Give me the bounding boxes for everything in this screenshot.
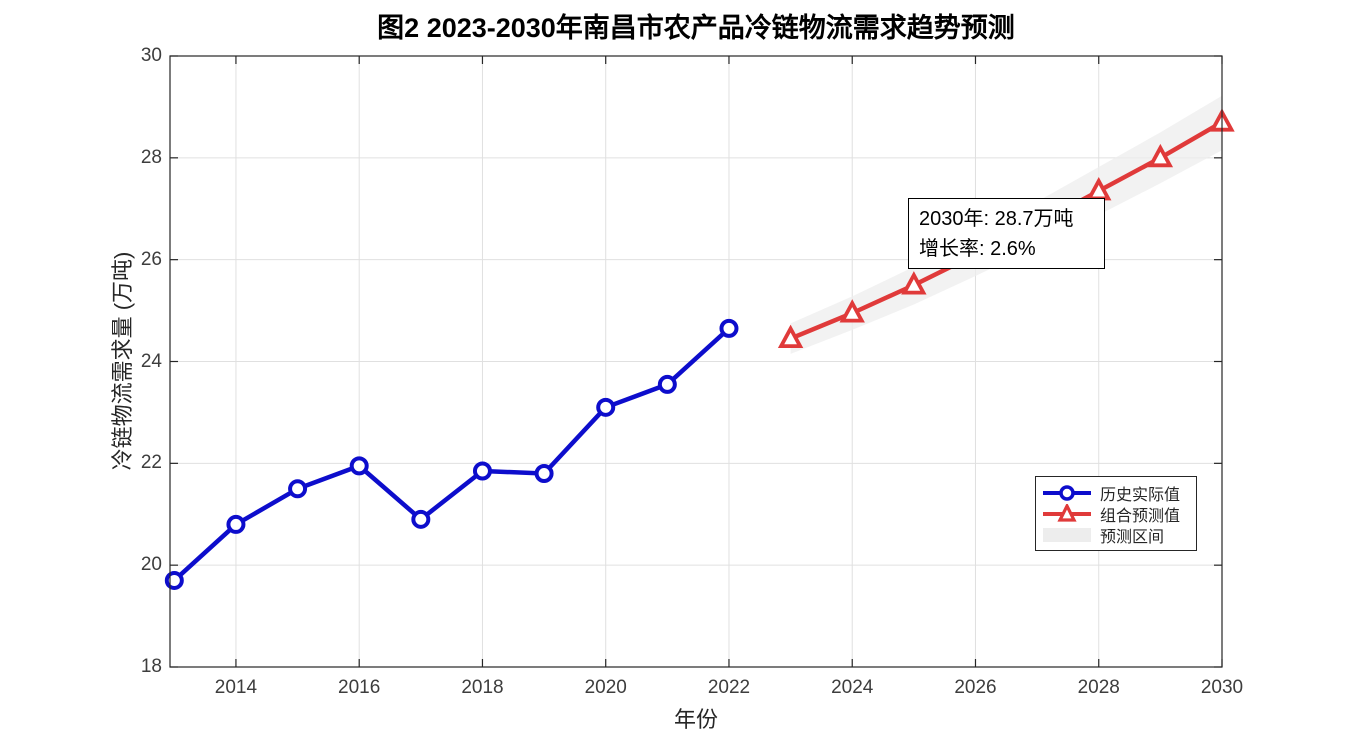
chart-title: 图2 2023-2030年南昌市农产品冷链物流需求趋势预测 — [377, 13, 1015, 43]
forecast-line-swatch-icon — [1043, 503, 1091, 522]
historical-point-marker — [534, 464, 554, 484]
x-axis-label: 年份 — [673, 707, 719, 732]
historical-point-marker — [472, 461, 492, 481]
x-tick-label: 2030 — [1200, 677, 1244, 698]
forecast-point-marker — [777, 324, 804, 348]
y-tick-label: 26 — [140, 248, 162, 270]
legend-item-forecast: 组合预测值 — [1043, 503, 1188, 525]
forecast-interval-swatch-icon — [1043, 527, 1091, 542]
y-axis-label: 冷链物流需求量 (万吨) — [110, 251, 135, 471]
x-tick-label: 2014 — [214, 677, 258, 698]
x-tick-label: 2022 — [707, 677, 751, 698]
x-tick-label: 2026 — [954, 677, 997, 698]
x-tick-label: 2024 — [831, 677, 874, 698]
forecast-point-marker — [901, 271, 927, 295]
historical-line — [172, 326, 731, 583]
annotation-box: 2030年: 28.7万吨 增长率: 2.6% — [908, 198, 1105, 269]
y-tick-label: 22 — [140, 452, 162, 474]
historical-line-swatch-icon — [1043, 484, 1091, 501]
historical-point-marker — [288, 479, 308, 499]
x-tick-label: 2016 — [338, 677, 381, 698]
legend-label-interval: 预测区间 — [1100, 528, 1165, 546]
legend-item-historical: 历史实际值 — [1043, 482, 1188, 504]
forecast-point-marker — [1147, 143, 1174, 168]
historical-point-marker — [719, 318, 739, 338]
legend-label-historical: 历史实际值 — [1100, 486, 1181, 504]
x-tick-label: 2020 — [584, 677, 627, 698]
y-tick-label: 28 — [140, 146, 162, 168]
historical-point-marker — [657, 374, 677, 394]
legend-item-interval: 预测区间 — [1043, 524, 1188, 546]
historical-point-marker — [164, 570, 184, 590]
legend-label-forecast: 组合预测值 — [1100, 507, 1181, 525]
annotation-line-1: 2030年: 28.7万吨 — [919, 208, 1074, 230]
legend: 历史实际值 组合预测值 预测区间 — [1035, 476, 1197, 551]
annotation-line-2: 增长率: 2.6% — [919, 238, 1036, 260]
y-tick-label: 24 — [140, 350, 162, 372]
historical-point-marker — [596, 397, 616, 417]
forecast-point-marker — [839, 299, 865, 323]
historical-point-marker — [349, 456, 369, 476]
y-tick-label: 18 — [140, 656, 162, 677]
x-tick-label: 2018 — [461, 677, 504, 698]
historical-point-marker — [411, 509, 431, 529]
y-tick-label: 20 — [140, 554, 162, 576]
y-tick-label: 30 — [140, 45, 162, 66]
historical-point-marker — [226, 514, 246, 534]
x-tick-label: 2028 — [1077, 677, 1120, 698]
